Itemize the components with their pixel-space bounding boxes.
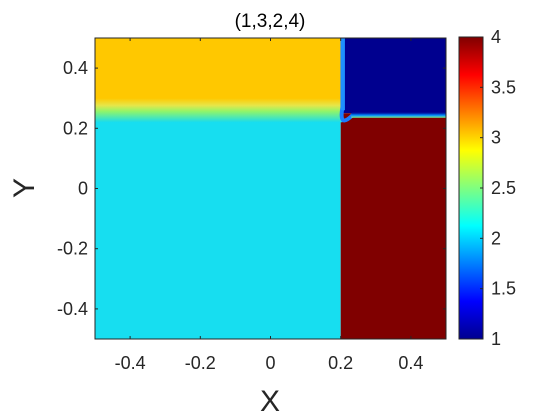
y-tick-label: -0.4	[57, 299, 88, 319]
colorbar-ticks: 1 1.5 2 2.5 3 3.5 4	[480, 27, 516, 349]
region-lower-right	[340, 113, 446, 339]
heatmap-image	[95, 38, 446, 339]
x-ticks: -0.4 -0.2 0 0.2 0.4	[115, 38, 423, 373]
x-axis-label: X	[260, 385, 280, 418]
x-tick-label: -0.2	[185, 353, 216, 373]
colorbar-tick-label: 1.5	[491, 279, 516, 299]
colorbar-tick-label: 3	[491, 128, 501, 148]
x-tick-label: 0.2	[328, 353, 353, 373]
region-upper-right	[340, 38, 446, 114]
x-tick-label: -0.4	[115, 353, 146, 373]
y-tick-label: 0.2	[63, 118, 88, 138]
y-tick-label: -0.2	[57, 239, 88, 259]
upper-right-left-edge	[340, 38, 345, 111]
colorbar-tick-label: 3.5	[491, 77, 516, 97]
left-interface-band	[95, 98, 343, 123]
upper-right-edge	[351, 112, 446, 118]
y-ticks: -0.4 -0.2 0 0.2 0.4	[57, 58, 446, 319]
colorbar-tick-label: 2	[491, 228, 501, 248]
chart-title: (1,3,2,4)	[235, 11, 306, 32]
colorbar-tick-label: 4	[491, 27, 501, 47]
colorbar-tick-label: 1	[491, 329, 501, 349]
y-tick-label: 0	[78, 179, 88, 199]
colorbar	[458, 36, 484, 340]
y-tick-label: 0.4	[63, 58, 88, 78]
y-axis-label: Y	[8, 178, 41, 198]
x-tick-label: 0.4	[398, 353, 423, 373]
colorbar-tick-label: 2.5	[491, 178, 516, 198]
x-tick-label: 0	[265, 353, 275, 373]
region-lower-left	[95, 113, 341, 339]
